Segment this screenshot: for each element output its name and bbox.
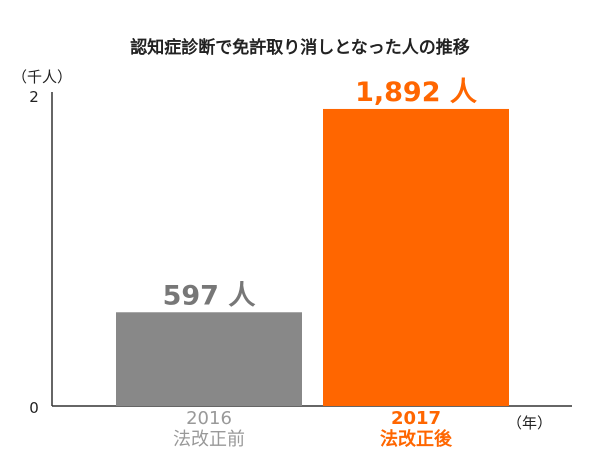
y-tick-zero: 0 [29, 399, 39, 417]
value-label-2016: 597 人 [163, 280, 256, 311]
chart-title: 認知症診断で免許取り消しとなった人の推移 [130, 37, 470, 58]
category-caption-2016: 法改正前 [173, 429, 245, 450]
category-year-2016: 2016 [186, 408, 232, 429]
bar-2016 [116, 312, 302, 406]
category-caption-2017: 法改正後 [380, 428, 453, 450]
y-axis-unit: （千人） [12, 68, 72, 86]
bar-2017 [323, 108, 509, 407]
y-tick-max: 2 [29, 88, 39, 106]
category-year-2017: 2017 [391, 408, 441, 429]
x-axis-unit: （年） [507, 414, 552, 432]
value-label-2017: 1,892 人 [355, 77, 477, 108]
